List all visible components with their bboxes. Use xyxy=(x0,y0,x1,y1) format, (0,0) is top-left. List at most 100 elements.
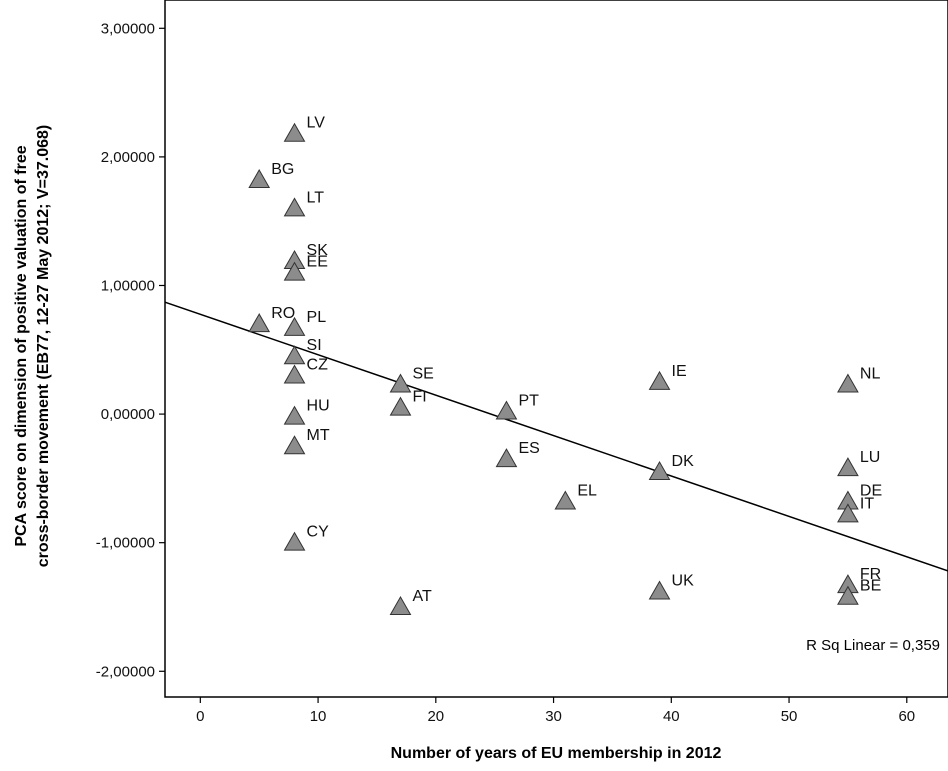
x-tick-label: 60 xyxy=(898,708,915,725)
x-tick-label: 30 xyxy=(545,708,562,725)
data-point-pt: PT xyxy=(495,393,539,420)
triangle-marker xyxy=(837,585,859,605)
data-point-cy: CY xyxy=(283,524,330,551)
point-label: SI xyxy=(307,337,322,354)
triangle-marker xyxy=(389,373,412,393)
point-label: LU xyxy=(860,449,880,466)
data-point-el: EL xyxy=(554,483,597,510)
data-point-nl: NL xyxy=(837,366,881,393)
point-label: NL xyxy=(860,366,881,383)
point-label: EE xyxy=(307,254,328,271)
fit-line-layer xyxy=(164,301,948,572)
point-label: FR xyxy=(860,566,881,583)
r-squared-annotation: R Sq Linear = 0,359 xyxy=(806,637,940,654)
point-label: CZ xyxy=(307,357,329,374)
point-label: AT xyxy=(412,588,431,605)
point-label: LV xyxy=(307,115,326,132)
y-axis-title-line-2: cross-border movement (EB77, 12-27 May 2… xyxy=(35,125,52,567)
point-label: DE xyxy=(860,483,882,500)
data-point-se: SE xyxy=(389,366,434,393)
point-label: SK xyxy=(307,242,329,259)
data-point-sk: SK xyxy=(283,242,329,270)
triangle-marker xyxy=(837,373,859,393)
point-label: ES xyxy=(518,440,539,457)
triangle-marker xyxy=(283,364,306,384)
point-label: RO xyxy=(271,305,295,322)
y-axis-title: PCA score on dimension of positive valua… xyxy=(13,125,52,567)
point-label: UK xyxy=(672,573,695,590)
y-tick-label: 0,00000 xyxy=(101,406,155,423)
data-point-de: DE xyxy=(837,483,882,510)
regression-line xyxy=(164,301,948,572)
triangle-marker xyxy=(248,313,271,333)
triangle-marker xyxy=(389,595,412,615)
triangle-marker xyxy=(283,261,306,281)
x-tick-label: 50 xyxy=(781,708,798,725)
y-tick-label: 1,00000 xyxy=(101,277,155,294)
point-label: MT xyxy=(307,427,330,444)
triangle-marker xyxy=(283,345,306,365)
point-label: CY xyxy=(307,524,330,541)
point-label: FI xyxy=(412,389,426,406)
triangle-marker xyxy=(283,435,306,455)
data-point-pl: PL xyxy=(283,309,327,336)
data-point-it: IT xyxy=(837,495,874,523)
data-point-at: AT xyxy=(389,588,432,615)
triangle-marker xyxy=(648,580,671,600)
point-label: BG xyxy=(271,161,294,178)
point-label: IT xyxy=(860,495,874,512)
data-point-hu: HU xyxy=(283,398,330,425)
triangle-marker xyxy=(837,457,859,477)
data-point-fi: FI xyxy=(389,389,427,416)
point-label: HU xyxy=(307,398,330,415)
x-axis-title: Number of years of EU membership in 2012 xyxy=(391,745,722,762)
triangle-marker xyxy=(389,396,412,416)
triangle-marker xyxy=(837,503,859,523)
x-tick-label: 40 xyxy=(663,708,680,725)
triangle-marker xyxy=(283,531,306,551)
y-tick-label: 3,00000 xyxy=(101,20,155,37)
triangle-marker xyxy=(648,370,671,390)
point-label: DK xyxy=(672,453,695,470)
data-point-ro: RO xyxy=(248,305,295,333)
point-label: SE xyxy=(412,366,433,383)
plot-frame xyxy=(164,0,948,698)
data-point-lu: LU xyxy=(837,449,880,477)
point-label: PL xyxy=(307,309,327,326)
triangle-marker xyxy=(283,197,306,217)
x-tick-label: 10 xyxy=(310,708,327,725)
data-point-lt: LT xyxy=(283,189,325,217)
triangle-marker xyxy=(495,400,518,420)
point-label: EL xyxy=(577,483,597,500)
triangle-marker xyxy=(495,448,518,468)
triangle-marker xyxy=(283,122,306,142)
data-point-ee: EE xyxy=(283,254,328,281)
data-point-bg: BG xyxy=(248,161,294,189)
point-label: IE xyxy=(672,363,687,380)
data-point-cz: CZ xyxy=(283,357,329,384)
triangle-marker xyxy=(283,405,306,425)
axes-layer: 0 10 20 30 40 50 60 -2,00000 -1,00000 0,00000 1,00… xyxy=(96,20,915,725)
data-point-ie: IE xyxy=(648,363,687,390)
triangle-marker xyxy=(283,316,306,336)
point-label: PT xyxy=(518,393,539,410)
x-tick-label: 20 xyxy=(427,708,444,725)
y-tick-label: -2,00000 xyxy=(96,663,155,680)
data-point-dk: DK xyxy=(648,453,695,480)
y-tick-label: -1,00000 xyxy=(96,535,155,552)
data-point-be: BE xyxy=(837,578,881,605)
triangle-marker xyxy=(554,490,577,510)
data-point-uk: UK xyxy=(648,573,695,600)
y-tick-label: 2,00000 xyxy=(101,149,155,166)
y-axis-title-line-1: PCA score on dimension of positive valua… xyxy=(13,145,30,546)
x-tick-label: 0 xyxy=(196,708,204,725)
point-label: LT xyxy=(307,189,325,206)
data-point-mt: MT xyxy=(283,427,330,455)
triangle-marker xyxy=(248,169,271,189)
point-label: BE xyxy=(860,578,881,595)
triangle-marker xyxy=(648,460,671,480)
data-point-es: ES xyxy=(495,440,540,468)
